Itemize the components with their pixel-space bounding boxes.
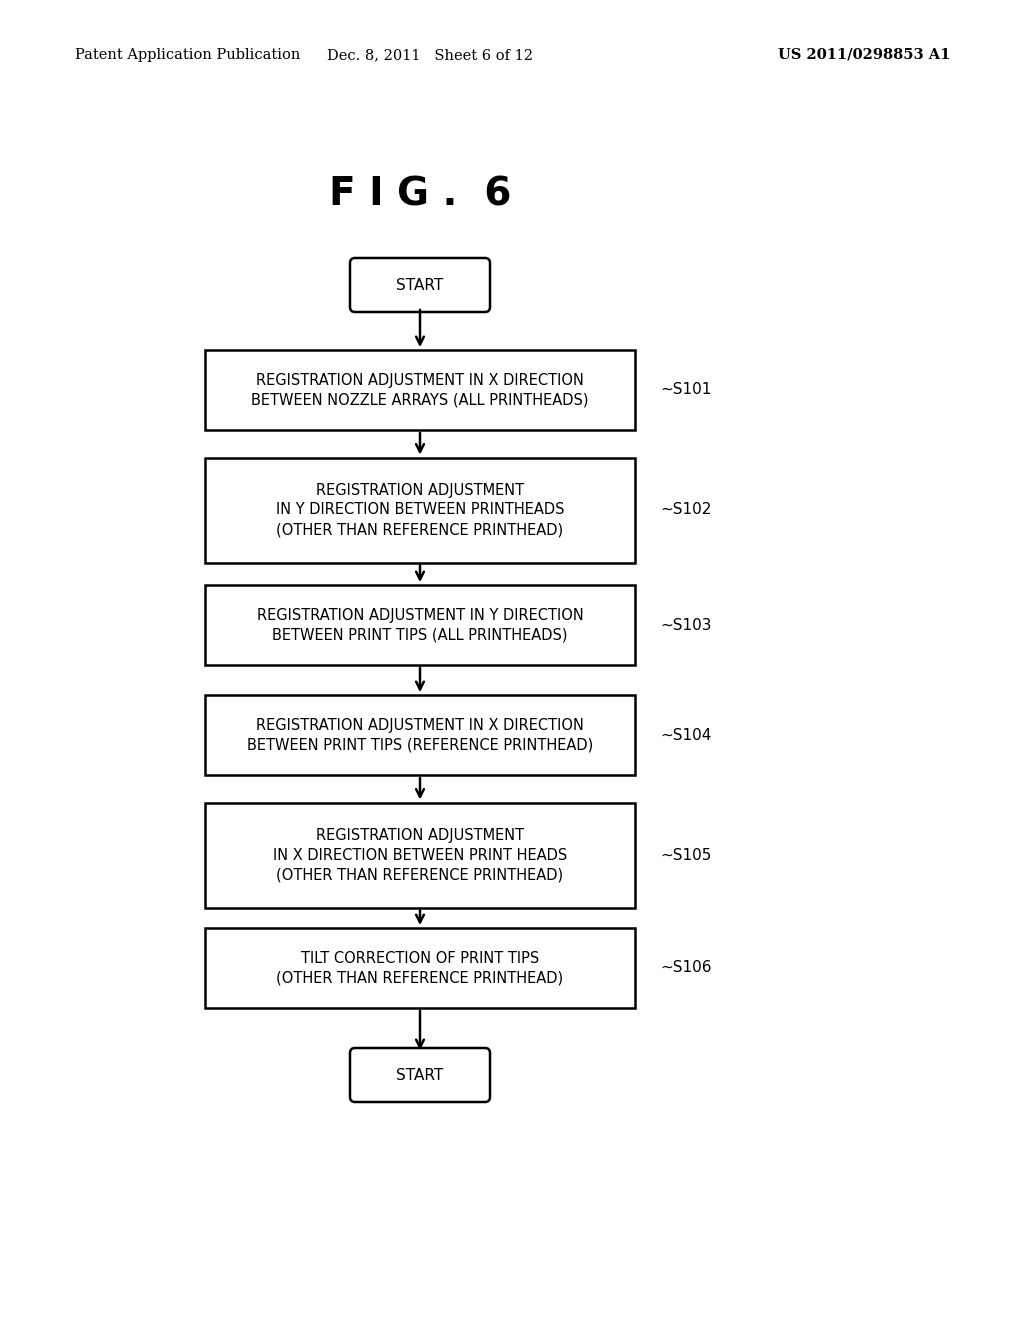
Text: REGISTRATION ADJUSTMENT
IN X DIRECTION BETWEEN PRINT HEADS
(OTHER THAN REFERENCE: REGISTRATION ADJUSTMENT IN X DIRECTION B… [272,828,567,882]
Text: Dec. 8, 2011   Sheet 6 of 12: Dec. 8, 2011 Sheet 6 of 12 [327,48,534,62]
Bar [205,458,635,562]
FancyBboxPatch shape [350,257,490,312]
Text: START: START [396,277,443,293]
Text: REGISTRATION ADJUSTMENT IN X DIRECTION
BETWEEN NOZZLE ARRAYS (ALL PRINTHEADS): REGISTRATION ADJUSTMENT IN X DIRECTION B… [251,372,589,408]
FancyBboxPatch shape [350,1048,490,1102]
Text: TILT CORRECTION OF PRINT TIPS
(OTHER THAN REFERENCE PRINTHEAD): TILT CORRECTION OF PRINT TIPS (OTHER THA… [276,950,563,986]
Text: REGISTRATION ADJUSTMENT
IN Y DIRECTION BETWEEN PRINTHEADS
(OTHER THAN REFERENCE : REGISTRATION ADJUSTMENT IN Y DIRECTION B… [275,483,564,537]
Text: ~S102: ~S102 [660,503,712,517]
Text: START: START [396,1068,443,1082]
Text: US 2011/0298853 A1: US 2011/0298853 A1 [777,48,950,62]
Text: ~S104: ~S104 [660,727,712,742]
Text: ~S103: ~S103 [660,618,712,632]
Text: Patent Application Publication: Patent Application Publication [75,48,300,62]
Text: F I G .  6: F I G . 6 [329,176,511,214]
Text: REGISTRATION ADJUSTMENT IN X DIRECTION
BETWEEN PRINT TIPS (REFERENCE PRINTHEAD): REGISTRATION ADJUSTMENT IN X DIRECTION B… [247,718,593,752]
Bar [205,928,635,1008]
Bar [205,350,635,430]
Text: ~S105: ~S105 [660,847,712,862]
Text: ~S106: ~S106 [660,961,712,975]
Bar [205,803,635,908]
Text: ~S101: ~S101 [660,383,712,397]
Bar [205,585,635,665]
Bar [205,696,635,775]
Text: REGISTRATION ADJUSTMENT IN Y DIRECTION
BETWEEN PRINT TIPS (ALL PRINTHEADS): REGISTRATION ADJUSTMENT IN Y DIRECTION B… [257,607,584,643]
